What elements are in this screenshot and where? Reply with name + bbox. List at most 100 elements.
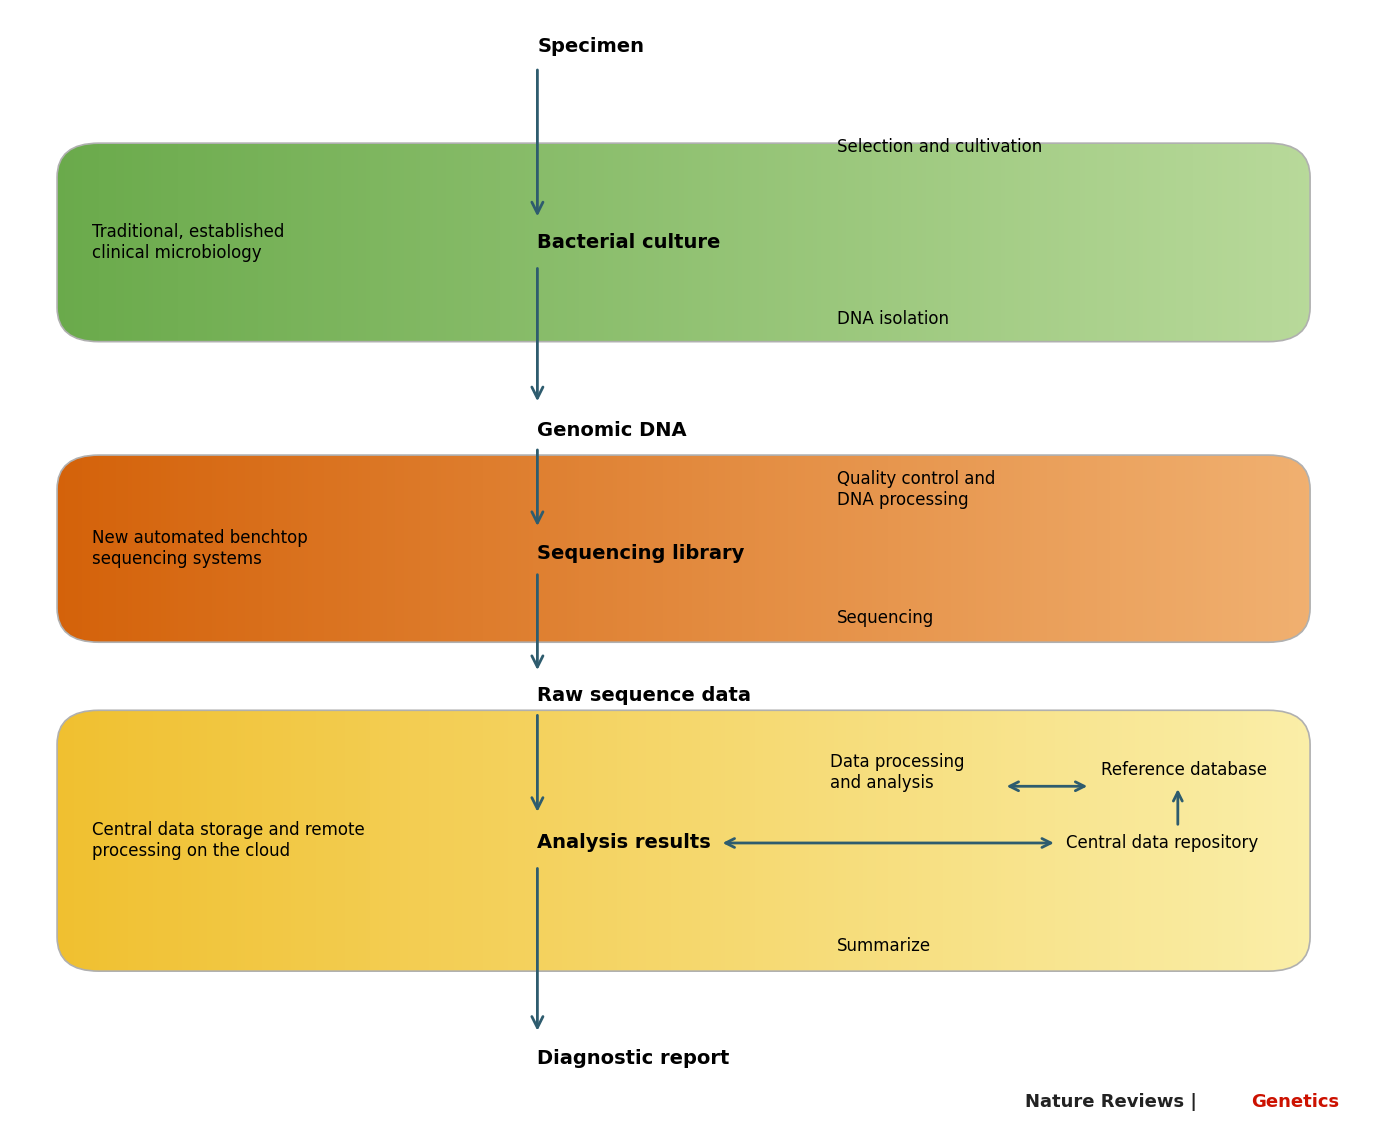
Bar bbox=[742, 455, 748, 642]
Text: DNA isolation: DNA isolation bbox=[837, 310, 949, 327]
Bar bbox=[162, 711, 167, 971]
Bar bbox=[246, 455, 251, 642]
Bar bbox=[868, 143, 873, 341]
Bar bbox=[1010, 455, 1016, 642]
Bar bbox=[525, 143, 530, 341]
Bar bbox=[1035, 455, 1041, 642]
Bar bbox=[187, 455, 193, 642]
Bar bbox=[859, 455, 865, 642]
Bar bbox=[575, 143, 580, 341]
Bar bbox=[1014, 455, 1020, 642]
Bar bbox=[124, 711, 130, 971]
Bar bbox=[399, 455, 405, 642]
Bar bbox=[1302, 455, 1307, 642]
Bar bbox=[1289, 455, 1295, 642]
Bar bbox=[370, 711, 375, 971]
Bar bbox=[847, 711, 852, 971]
Bar bbox=[474, 455, 480, 642]
Bar bbox=[930, 143, 936, 341]
Bar bbox=[558, 711, 564, 971]
Bar bbox=[199, 455, 205, 642]
Bar bbox=[382, 711, 388, 971]
Bar bbox=[910, 143, 915, 341]
Bar bbox=[137, 711, 142, 971]
Bar bbox=[709, 455, 714, 642]
Bar bbox=[1063, 143, 1069, 341]
Bar bbox=[61, 711, 67, 971]
Bar bbox=[1306, 711, 1311, 971]
Bar bbox=[250, 143, 255, 341]
Bar bbox=[166, 711, 172, 971]
Bar bbox=[1180, 143, 1186, 341]
Bar bbox=[116, 455, 121, 642]
Bar bbox=[199, 143, 205, 341]
Bar bbox=[1018, 455, 1024, 642]
Bar bbox=[296, 455, 301, 642]
Bar bbox=[684, 455, 689, 642]
Bar bbox=[855, 143, 861, 341]
Bar bbox=[1080, 143, 1085, 341]
Bar bbox=[809, 143, 815, 341]
Bar bbox=[834, 711, 840, 971]
Bar bbox=[1272, 455, 1278, 642]
Bar bbox=[1002, 455, 1007, 642]
Bar bbox=[792, 455, 798, 642]
Bar bbox=[529, 455, 534, 642]
Bar bbox=[951, 455, 957, 642]
Bar bbox=[981, 711, 986, 971]
Bar bbox=[312, 143, 318, 341]
Bar bbox=[721, 711, 727, 971]
Bar bbox=[918, 143, 923, 341]
Bar bbox=[378, 711, 384, 971]
Bar bbox=[801, 455, 806, 642]
Bar bbox=[1138, 455, 1144, 642]
Bar bbox=[596, 143, 601, 341]
Bar bbox=[170, 143, 176, 341]
Bar bbox=[412, 455, 417, 642]
Bar bbox=[884, 455, 890, 642]
Bar bbox=[412, 711, 417, 971]
Bar bbox=[458, 143, 463, 341]
Bar bbox=[608, 143, 614, 341]
Bar bbox=[208, 455, 213, 642]
Bar bbox=[137, 143, 142, 341]
Bar bbox=[667, 455, 672, 642]
Bar bbox=[847, 455, 852, 642]
Bar bbox=[158, 455, 163, 642]
Bar bbox=[179, 711, 184, 971]
Bar bbox=[365, 143, 371, 341]
Bar bbox=[1117, 711, 1123, 971]
Bar bbox=[1222, 143, 1228, 341]
Bar bbox=[784, 711, 790, 971]
Bar bbox=[1071, 143, 1077, 341]
Bar bbox=[947, 455, 953, 642]
Bar bbox=[487, 455, 492, 642]
Bar bbox=[428, 143, 434, 341]
Bar bbox=[554, 711, 559, 971]
Bar bbox=[646, 143, 651, 341]
Bar bbox=[124, 143, 130, 341]
Bar bbox=[95, 711, 100, 971]
Bar bbox=[1264, 455, 1269, 642]
Bar bbox=[1147, 143, 1152, 341]
Bar bbox=[474, 143, 480, 341]
Bar bbox=[976, 711, 982, 971]
Bar bbox=[1043, 143, 1048, 341]
Bar bbox=[855, 455, 861, 642]
Bar bbox=[684, 143, 689, 341]
Bar bbox=[1159, 711, 1165, 971]
Bar bbox=[329, 455, 335, 642]
Bar bbox=[133, 143, 138, 341]
Bar bbox=[241, 455, 247, 642]
Bar bbox=[1235, 455, 1240, 642]
Bar bbox=[776, 711, 781, 971]
Bar bbox=[709, 143, 714, 341]
Bar bbox=[1035, 711, 1041, 971]
Bar bbox=[174, 711, 180, 971]
Bar bbox=[1306, 143, 1311, 341]
Bar bbox=[1151, 455, 1156, 642]
Bar bbox=[1189, 455, 1194, 642]
Bar bbox=[491, 143, 497, 341]
Bar bbox=[391, 455, 396, 642]
Bar bbox=[1239, 143, 1244, 341]
